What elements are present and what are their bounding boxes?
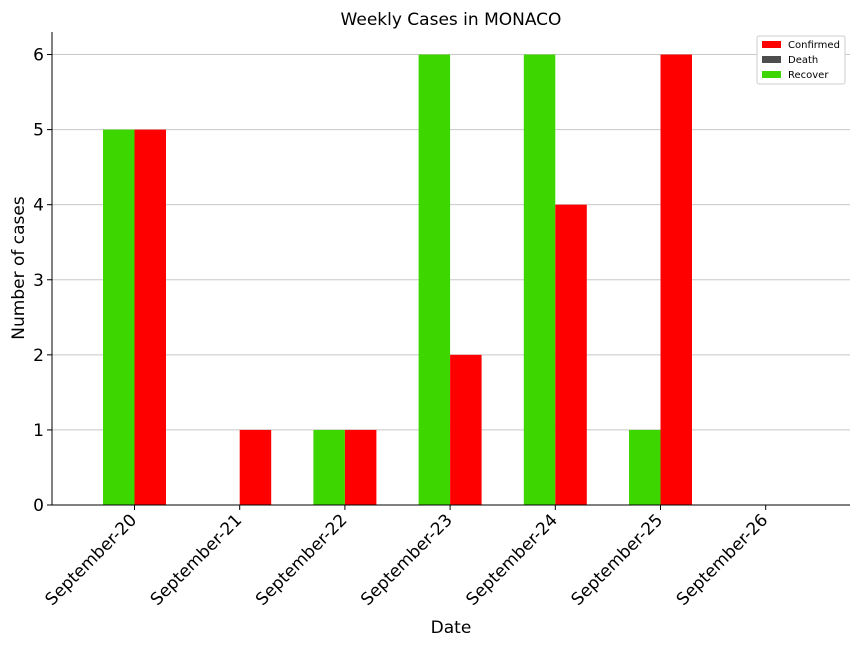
bar-confirmed <box>660 54 692 506</box>
y-tick-label: 3 <box>33 271 44 291</box>
bar-confirmed <box>555 204 587 505</box>
legend-swatch-recover <box>762 71 781 78</box>
y-tick-label: 1 <box>33 421 44 441</box>
y-tick-label: 4 <box>33 196 44 216</box>
chart-title: Weekly Cases in MONACO <box>341 10 562 30</box>
y-tick-label: 0 <box>33 496 44 516</box>
bar-confirmed <box>134 129 166 505</box>
legend-label-recover: Recover <box>788 70 829 81</box>
x-ticks: September-20 September-21 September-22 Sept… <box>42 505 772 610</box>
y-tick-label: 2 <box>33 346 44 366</box>
bars <box>103 54 692 506</box>
legend-swatch-confirmed <box>762 41 781 48</box>
bar-recover <box>629 429 661 505</box>
x-tick-label: September-21 <box>147 510 246 609</box>
legend: Confirmed Death Recover <box>756 35 846 85</box>
bar-recover <box>523 54 556 506</box>
bar-confirmed <box>239 429 272 505</box>
x-tick-label: September-23 <box>357 510 456 609</box>
bar-confirmed <box>344 429 377 505</box>
grid-lines <box>52 54 850 431</box>
x-tick-label: September-22 <box>252 510 351 609</box>
legend-label-confirmed: Confirmed <box>788 40 840 51</box>
x-tick-label: September-24 <box>462 510 561 609</box>
axes <box>51 32 850 506</box>
legend-label-death: Death <box>788 55 818 66</box>
x-tick-label: September-26 <box>673 510 772 609</box>
x-axis-label: Date <box>431 618 472 638</box>
bar-recover <box>103 129 135 505</box>
y-tick-label: 5 <box>33 121 44 141</box>
bar-recover <box>313 429 345 505</box>
bar-recover <box>418 54 451 506</box>
x-tick-label: September-25 <box>568 510 667 609</box>
y-ticks: 0 1 2 3 4 5 6 <box>33 46 52 516</box>
bar-confirmed <box>450 354 482 505</box>
x-tick-label: September-20 <box>42 510 141 609</box>
y-tick-label: 6 <box>33 46 44 66</box>
y-axis-label: Number of cases <box>9 196 29 340</box>
legend-swatch-death <box>762 56 781 63</box>
